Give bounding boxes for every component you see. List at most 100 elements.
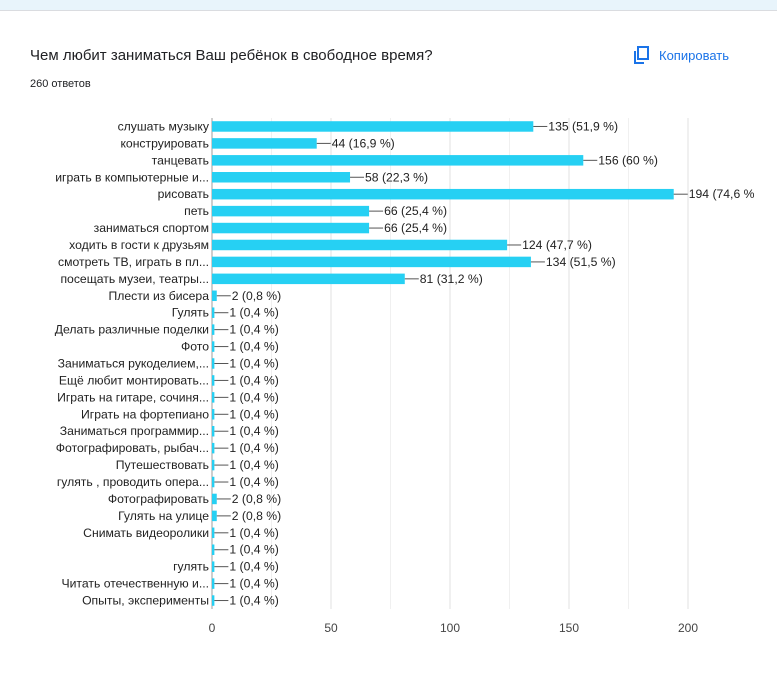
bars [212,121,688,606]
category-label: играть в компьютерные и... [55,170,209,184]
bar[interactable] [212,188,674,200]
bar[interactable] [212,138,317,149]
value-label: 66 (25,4 %) [384,221,447,235]
bar[interactable] [212,459,215,471]
bar[interactable] [212,544,215,555]
category-label: Играть на фортепиано [81,407,209,421]
bar[interactable] [212,375,215,386]
bar[interactable] [212,239,508,251]
bar[interactable] [212,256,531,268]
value-label: 194 (74,6 % [689,187,755,201]
category-label: рисовать [158,187,209,201]
x-tick-label: 200 [678,621,698,635]
bar[interactable] [212,476,215,488]
category-label: танцевать [152,153,209,167]
value-label: 1 (0,4 %) [229,577,278,591]
bar[interactable] [212,358,215,369]
category-label: Гулять [172,306,209,320]
value-label: 134 (51,5 %) [546,255,616,269]
question-title: Чем любит заниматься Ваш ребёнок в свобо… [30,47,433,64]
category-label: Заниматься рукоделием,... [58,357,209,371]
category-label: Путешествовать [116,458,209,472]
category-label: петь [184,204,209,218]
value-label: 1 (0,4 %) [229,475,278,489]
grid-lines [211,118,689,609]
bar[interactable] [212,527,215,539]
value-label: 135 (51,9 %) [548,119,618,133]
value-label: 156 (60 %) [598,153,658,167]
value-label: 1 (0,4 %) [229,526,278,540]
bar[interactable] [212,155,584,166]
category-label: Делать различные поделки [55,323,209,337]
value-label: 124 (47,7 %) [522,238,592,252]
value-label: 2 (0,8 %) [232,492,281,506]
bar[interactable] [212,561,215,572]
copy-icon [634,46,649,64]
value-label: 2 (0,8 %) [232,509,281,523]
bar[interactable] [212,121,534,132]
category-label: гулять , проводить опера... [57,475,209,489]
category-label: гулять [173,560,209,574]
value-label: 1 (0,4 %) [229,594,278,608]
bar[interactable] [212,307,215,318]
x-tick-label: 100 [440,621,460,635]
x-tick-label: 50 [324,621,338,635]
value-label: 66 (25,4 %) [384,204,447,218]
value-label: 1 (0,4 %) [229,340,278,354]
category-label: посещать музеи, театры... [60,272,209,286]
value-label: 1 (0,4 %) [229,543,278,557]
category-label: Ещё любит монтировать... [59,373,209,387]
category-label: Играть на гитаре, сочиня... [57,390,209,404]
category-label: конструировать [120,136,209,150]
bar[interactable] [212,205,370,217]
category-label: Фотографировать [108,492,209,506]
bar[interactable] [212,341,215,352]
labels: 0 50 100 150 200 135 (51,9 %) слушать музыку 44… [55,119,755,635]
bar[interactable] [212,595,215,606]
bar[interactable] [212,493,217,505]
bar[interactable] [212,442,215,454]
value-label: 81 (31,2 %) [420,272,483,286]
value-label: 1 (0,4 %) [229,560,278,574]
bar[interactable] [212,273,405,285]
category-label: слушать музыку [118,119,210,133]
response-count: 260 ответов [30,78,91,90]
category-label: Снимать видеоролики [83,526,209,540]
bar[interactable] [212,578,215,589]
value-label: 1 (0,4 %) [229,441,278,455]
category-label: Фото [181,340,209,354]
bar[interactable] [212,409,215,420]
bar[interactable] [212,425,215,437]
value-label: 1 (0,4 %) [229,424,278,438]
copy-button[interactable]: Копировать [633,44,729,66]
copy-button-label: Копировать [659,47,729,63]
x-tick-label: 0 [209,621,216,635]
category-label: Опыты, эксперименты [82,594,209,608]
bar[interactable] [212,222,370,234]
x-tick-label: 150 [559,621,579,635]
category-label: смотреть ТВ, играть в пл... [58,255,209,269]
value-label: 1 (0,4 %) [229,373,278,387]
category-label: заниматься спортом [94,221,209,235]
value-label: 1 (0,4 %) [229,390,278,404]
value-label: 1 (0,4 %) [229,407,278,421]
top-strip [0,0,777,10]
value-label: 1 (0,4 %) [229,323,278,337]
value-label: 2 (0,8 %) [232,289,281,303]
bar[interactable] [212,172,351,183]
value-label: 1 (0,4 %) [229,458,278,472]
bar[interactable] [212,510,217,522]
bar[interactable] [212,324,215,335]
bar[interactable] [212,290,217,302]
category-label: Читать отечественную и... [62,577,210,591]
value-label: 1 (0,4 %) [229,306,278,320]
value-label: 58 (22,3 %) [365,170,428,184]
category-label: Плести из бисера [108,289,209,303]
value-label: 44 (16,9 %) [332,136,395,150]
category-label: ходить в гости к друзьям [69,238,209,252]
category-label: Фотографировать, рыбач... [56,441,209,455]
value-label: 1 (0,4 %) [229,357,278,371]
bar[interactable] [212,392,215,403]
category-label: Гулять на улице [118,509,209,523]
